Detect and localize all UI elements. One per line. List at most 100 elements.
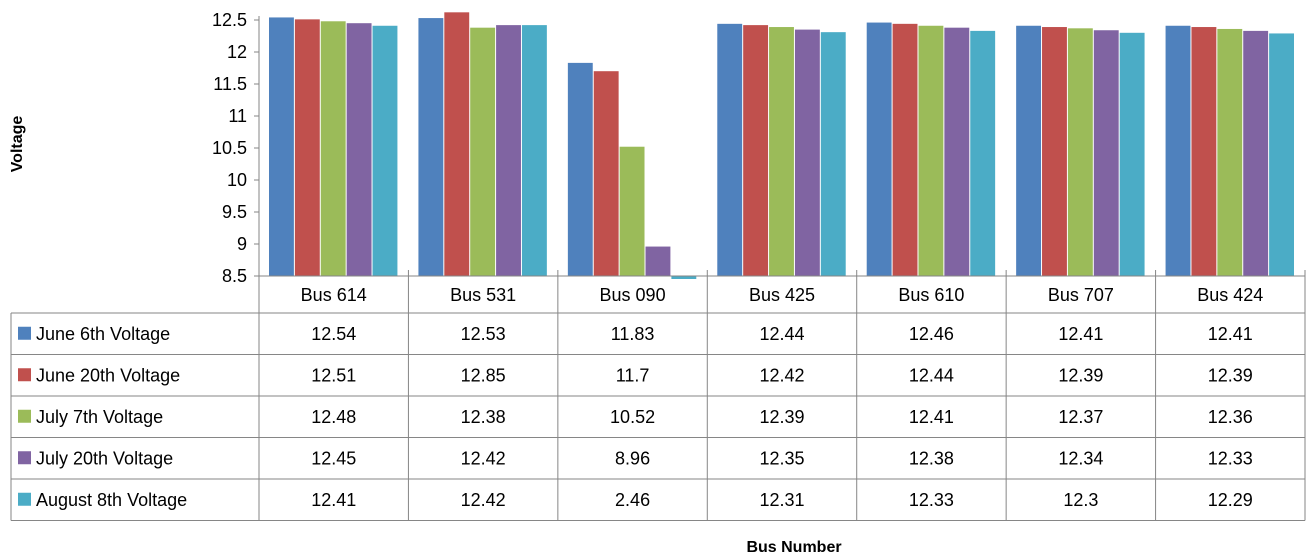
data-table-cell: 12.31 [759, 490, 804, 510]
bar [1191, 27, 1217, 277]
series-name: June 6th Voltage [36, 324, 170, 344]
data-table-cell: 12.41 [1208, 324, 1253, 344]
bar [794, 29, 820, 276]
legend-key [18, 368, 31, 382]
series-name: August 8th Voltage [36, 490, 187, 510]
data-table-cell: 12.39 [1058, 365, 1103, 385]
data-table-cell: 11.83 [611, 324, 655, 344]
category-label: Bus 707 [1048, 285, 1114, 305]
category-label: Bus 531 [450, 285, 516, 305]
legend-key [18, 451, 31, 465]
bar [418, 18, 444, 277]
data-table-cell: 12.39 [759, 407, 804, 427]
category-label: Bus 614 [301, 285, 367, 305]
data-table-cell: 12.54 [311, 324, 356, 344]
data-table-cell: 12.41 [311, 490, 356, 510]
data-table-cell: 10.52 [610, 407, 655, 427]
series-name: July 20th Voltage [36, 448, 173, 468]
category-label: Bus 610 [898, 285, 964, 305]
data-table-cell: 8.96 [615, 448, 650, 468]
data-table-cell: 12.85 [461, 365, 506, 385]
y-tick-label: 9 [237, 234, 247, 254]
bar [1067, 28, 1093, 276]
data-table-cell: 12.44 [909, 365, 954, 385]
bar [820, 32, 846, 276]
legend-key [18, 492, 31, 506]
bar [294, 19, 320, 277]
data-table-cell: 12.37 [1058, 407, 1103, 427]
bar [521, 25, 547, 277]
bar [769, 27, 794, 277]
bar [918, 25, 944, 277]
data-table-cell: 12.48 [311, 407, 356, 427]
data-table-cell: 12.42 [461, 490, 506, 510]
bar [444, 12, 470, 276]
bar [1269, 33, 1294, 276]
category-label: Bus 425 [749, 285, 815, 305]
data-table-cell: 12.36 [1208, 407, 1253, 427]
bar [567, 62, 593, 276]
data-table-cell: 12.33 [1208, 448, 1253, 468]
series-name: June 20th Voltage [36, 365, 180, 385]
bar [944, 27, 970, 277]
bar [1016, 25, 1042, 277]
bar [892, 23, 918, 277]
bar [1217, 28, 1243, 277]
bars-group [269, 12, 1294, 279]
data-table-cell: 12.34 [1058, 448, 1103, 468]
y-tick-label: 11.5 [213, 74, 247, 94]
bar [619, 146, 645, 276]
bar [866, 22, 892, 277]
y-tick-label: 12 [227, 42, 247, 62]
x-axis-title: Bus Number [746, 539, 841, 556]
data-table-cell: 12.44 [759, 324, 804, 344]
bar [970, 30, 996, 276]
data-table-cell: 12.42 [759, 365, 804, 385]
data-table-cell: 12.38 [909, 448, 954, 468]
bar [346, 23, 372, 277]
category-label: Bus 424 [1197, 285, 1263, 305]
bar [470, 27, 496, 277]
data-table-cell: 12.53 [461, 324, 506, 344]
data-table-cell: 12.41 [909, 407, 954, 427]
category-label: Bus 090 [600, 285, 666, 305]
data-table-cell: 12.39 [1208, 365, 1253, 385]
data-table-cell: 12.3 [1063, 490, 1098, 510]
legend-key [18, 326, 31, 340]
bar [269, 17, 294, 276]
y-tick-label: 11 [228, 106, 247, 126]
bar [496, 25, 521, 277]
legend-key [18, 409, 31, 423]
bar [1243, 30, 1269, 276]
y-tick-label: 12.5 [212, 10, 247, 30]
data-table-cell: 12.33 [909, 490, 954, 510]
bar [593, 71, 619, 276]
data-table-cell: 12.46 [909, 324, 954, 344]
bar [372, 25, 398, 277]
data-table-cell: 12.41 [1058, 324, 1103, 344]
bar [1119, 32, 1145, 276]
bar [1165, 25, 1191, 277]
data-table-cell: 12.29 [1208, 490, 1253, 510]
data-table-cell: 12.45 [311, 448, 356, 468]
bar [717, 23, 743, 277]
bar [320, 21, 346, 277]
data-table-cell: 11.7 [616, 365, 650, 385]
bar [645, 246, 671, 276]
y-tick-label: 10.5 [212, 138, 247, 158]
bar [1042, 27, 1067, 277]
data-table-cell: 12.42 [461, 448, 506, 468]
y-tick-label: 9.5 [222, 202, 247, 222]
data-table-cell: 12.51 [311, 365, 356, 385]
y-axis-title: Voltage [9, 116, 26, 173]
y-tick-label: 10 [227, 170, 247, 190]
data-table-cell: 12.38 [461, 407, 506, 427]
data-table-cell: 12.35 [759, 448, 804, 468]
data-table-cell: 2.46 [615, 490, 650, 510]
bar [671, 276, 697, 279]
series-name: July 7th Voltage [36, 407, 163, 427]
y-tick-label: 8.5 [222, 266, 247, 286]
bar [1093, 30, 1119, 276]
